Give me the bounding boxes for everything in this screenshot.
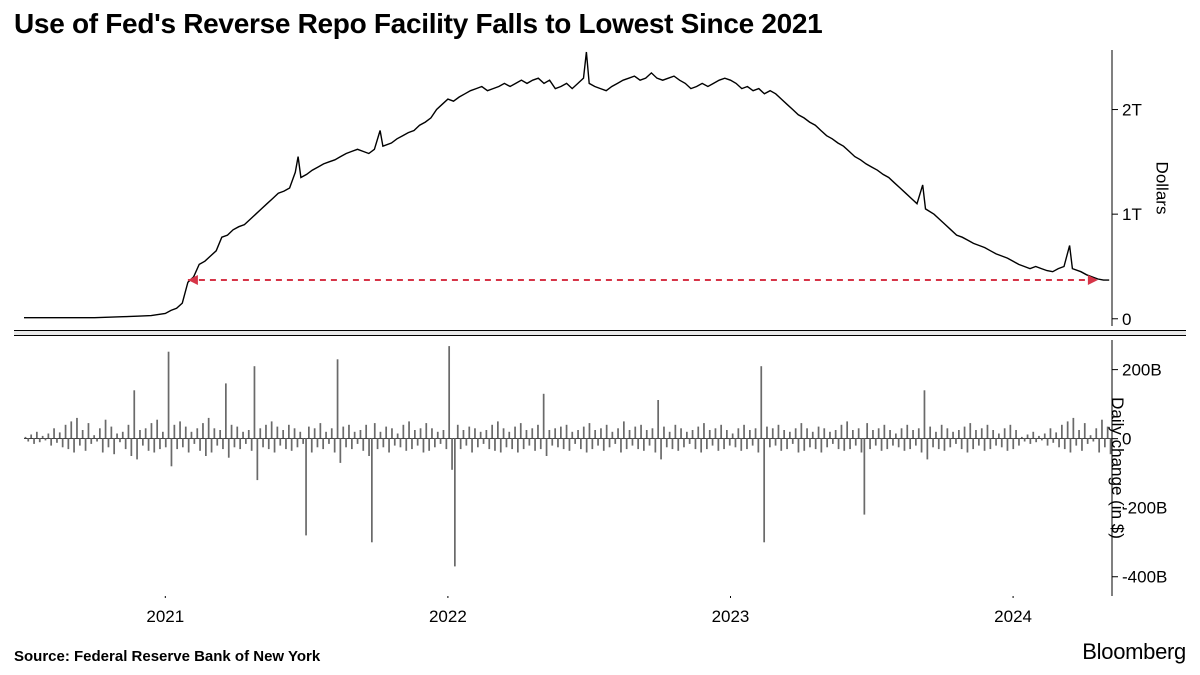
bottom-bar-chart: -400B-200B0200B [14, 338, 1186, 598]
brand-text: Bloomberg [1082, 639, 1186, 665]
svg-text:-200B: -200B [1122, 499, 1167, 518]
x-tick-label: 2022 [429, 607, 467, 627]
x-tick-label: 2024 [994, 607, 1032, 627]
footer: Source: Federal Reserve Bank of New York… [0, 635, 1200, 675]
chart-title: Use of Fed's Reverse Repo Facility Falls… [0, 0, 1200, 48]
svg-text:200B: 200B [1122, 361, 1162, 380]
bottom-panel: -400B-200B0200B Daily change (in $) [14, 338, 1186, 598]
panel-divider [14, 330, 1186, 336]
charts-area: 0 1T 2T Dollars -400B -200B 0 200B Daily chan… [0, 48, 1200, 599]
svg-text:1T: 1T [1122, 205, 1142, 224]
top-ylabel: Dollars [1152, 162, 1172, 215]
chart-container: Use of Fed's Reverse Repo Facility Falls… [0, 0, 1200, 675]
svg-text:2T: 2T [1122, 101, 1142, 120]
x-axis: 2021 2022 2023 2024 [0, 599, 1200, 635]
top-line-chart: 0 1T 2T [14, 48, 1186, 328]
source-text: Source: Federal Reserve Bank of New York [14, 648, 320, 665]
svg-text:-400B: -400B [1122, 568, 1167, 587]
x-tick-label: 2021 [146, 607, 184, 627]
top-panel: 0 1T 2T Dollars [14, 48, 1186, 328]
bottom-ylabel: Daily change (in $) [1107, 397, 1127, 539]
svg-text:0: 0 [1122, 310, 1131, 328]
x-tick-label: 2023 [712, 607, 750, 627]
